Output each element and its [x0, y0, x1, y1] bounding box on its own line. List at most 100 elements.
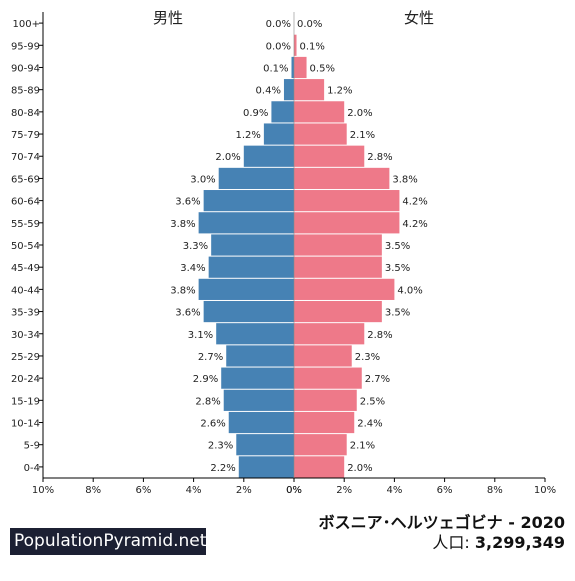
age-group-label: 25-29	[11, 352, 40, 363]
male-bar	[198, 278, 294, 300]
male-value-label: 0.1%	[263, 63, 288, 74]
male-value-label: 3.6%	[175, 308, 200, 319]
male-value-label: 3.8%	[170, 285, 195, 296]
female-value-label: 2.5%	[360, 396, 385, 407]
female-value-label: 2.4%	[357, 419, 382, 430]
male-bar	[198, 212, 294, 234]
age-group-label: 35-39	[11, 308, 40, 319]
chart-title: ボスニア･ヘルツェゴビナ - 2020	[318, 513, 565, 532]
male-value-label: 3.3%	[183, 241, 208, 252]
female-bar	[294, 145, 365, 167]
female-bar	[294, 434, 347, 456]
male-value-label: 0.9%	[243, 108, 268, 119]
population-total: 人口: 3,299,349	[432, 533, 565, 553]
male-value-label: 2.7%	[198, 352, 223, 363]
age-group-label: 0-4	[24, 463, 40, 474]
age-group-label: 55-59	[11, 219, 40, 230]
female-value-label: 2.3%	[355, 352, 380, 363]
female-label: 女性	[404, 9, 434, 27]
female-value-label: 4.0%	[397, 285, 422, 296]
female-bar	[294, 79, 325, 101]
x-tick-label: 2%	[336, 485, 352, 496]
age-group-label: 45-49	[11, 263, 40, 274]
male-bar	[218, 167, 294, 190]
age-group-label: 90-94	[11, 63, 40, 74]
age-group-label: 75-79	[11, 130, 40, 141]
female-bar	[294, 345, 352, 367]
female-value-label: 0.5%	[310, 63, 335, 74]
female-value-label: 2.8%	[367, 152, 392, 163]
age-group-label: 10-14	[11, 419, 40, 430]
female-bar	[294, 278, 395, 300]
female-value-label: 0.1%	[300, 41, 325, 52]
male-value-label: 3.6%	[175, 197, 200, 208]
female-value-label: 2.1%	[350, 130, 375, 141]
female-value-label: 4.2%	[402, 219, 427, 230]
female-bar	[294, 101, 345, 123]
x-tick-label: 4%	[386, 485, 402, 496]
age-group-label: 40-44	[11, 285, 40, 296]
x-tick-label: 0%	[286, 485, 302, 496]
female-value-label: 2.0%	[347, 463, 372, 474]
female-value-label: 3.5%	[385, 241, 410, 252]
female-bar	[294, 234, 382, 256]
female-bar	[294, 411, 355, 434]
age-group-label: 5-9	[24, 441, 40, 452]
male-bar	[271, 101, 294, 123]
male-value-label: 2.2%	[210, 463, 235, 474]
male-value-label: 3.0%	[190, 174, 215, 185]
x-tick-label: 6%	[135, 485, 151, 496]
male-bar	[226, 345, 294, 367]
male-bar	[236, 434, 294, 456]
male-bar	[221, 367, 294, 389]
x-tick-label: 10%	[534, 485, 556, 496]
male-value-label: 2.3%	[208, 441, 233, 452]
male-bar	[203, 300, 294, 323]
female-value-label: 2.1%	[350, 441, 375, 452]
x-tick-label: 8%	[487, 485, 503, 496]
population-pyramid-chart: 100+ 0.0% 0.0% 95-99 0.0% 0.1% 90-94 0.1% 0.5% 85…	[11, 9, 556, 496]
male-label: 男性	[153, 9, 183, 27]
age-group-label: 80-84	[11, 108, 40, 119]
age-group-label: 100+	[13, 19, 40, 30]
female-bar	[294, 389, 357, 411]
age-group-label: 60-64	[11, 197, 40, 208]
female-value-label: 0.0%	[297, 19, 322, 30]
male-value-label: 0.4%	[256, 86, 281, 97]
male-value-label: 2.9%	[193, 374, 218, 385]
age-group-label: 30-34	[11, 330, 40, 341]
male-value-label: 3.8%	[170, 219, 195, 230]
male-value-label: 2.0%	[215, 152, 240, 163]
age-group-label: 85-89	[11, 86, 40, 97]
male-bar	[263, 123, 294, 145]
male-bar	[228, 411, 294, 434]
x-tick-label: 8%	[85, 485, 101, 496]
female-bar	[294, 34, 297, 56]
female-bar	[294, 167, 390, 190]
female-bar	[294, 190, 400, 212]
male-value-label: 2.8%	[195, 396, 220, 407]
age-group-label: 70-74	[11, 152, 40, 163]
female-bar	[294, 367, 362, 389]
age-group-label: 50-54	[11, 241, 40, 252]
age-group-label: 95-99	[11, 41, 40, 52]
female-value-label: 3.5%	[385, 263, 410, 274]
male-bar	[291, 56, 294, 79]
age-group-label: 20-24	[11, 374, 40, 385]
male-bar	[203, 190, 294, 212]
male-bar	[216, 323, 294, 345]
x-tick-label: 2%	[236, 485, 252, 496]
population-label: 人口:	[432, 533, 470, 552]
female-bar	[294, 323, 365, 345]
male-bar	[238, 456, 294, 478]
x-tick-label: 6%	[437, 485, 453, 496]
male-value-label: 0.0%	[266, 41, 291, 52]
brand-logo[interactable]: PopulationPyramid.net	[10, 528, 206, 555]
female-bar	[294, 456, 345, 478]
female-value-label: 2.8%	[367, 330, 392, 341]
female-bar	[294, 123, 347, 145]
female-value-label: 1.2%	[327, 86, 352, 97]
female-value-label: 2.0%	[347, 108, 372, 119]
male-bar	[211, 234, 294, 256]
female-bar	[294, 212, 400, 234]
